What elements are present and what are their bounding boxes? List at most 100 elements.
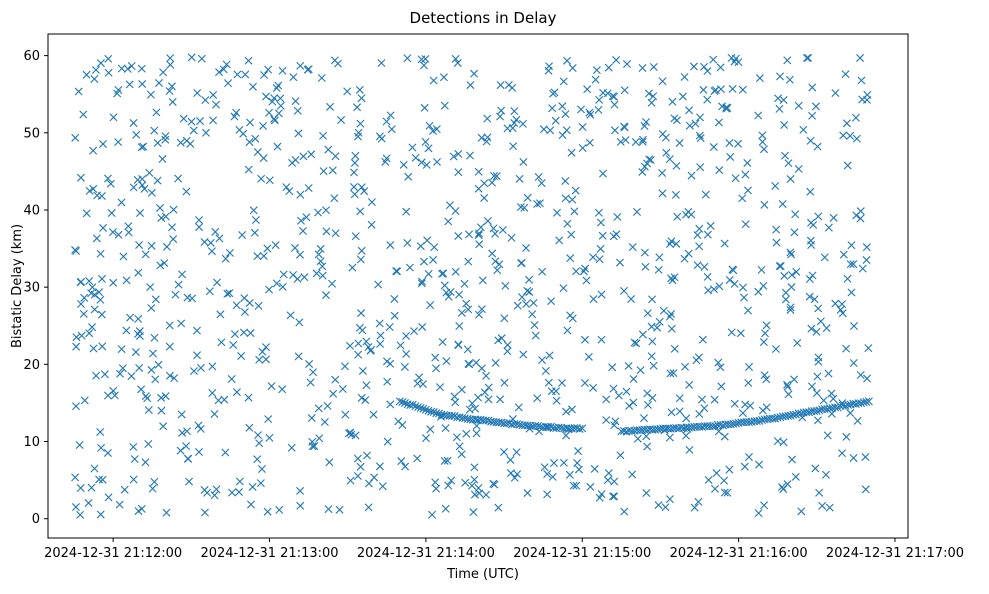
clutter-point — [743, 158, 752, 167]
clutter-point — [482, 371, 491, 380]
clutter-point — [200, 508, 209, 517]
clutter-point — [258, 347, 267, 356]
clutter-point — [137, 385, 146, 394]
clutter-point — [480, 193, 489, 202]
clutter-point — [762, 321, 771, 330]
clutter-point — [503, 340, 512, 349]
clutter-point — [141, 250, 150, 259]
clutter-point — [158, 155, 167, 164]
clutter-point — [377, 134, 386, 143]
clutter-point — [403, 239, 412, 247]
clutter-point — [146, 283, 155, 292]
clutter-point — [464, 257, 473, 266]
clutter-point — [491, 229, 500, 238]
clutter-point — [669, 369, 678, 378]
clutter-point — [513, 470, 522, 479]
clutter-point — [755, 74, 764, 83]
clutter-point — [217, 338, 226, 347]
track-point — [395, 397, 404, 406]
clutter-point — [819, 396, 828, 405]
clutter-point — [472, 358, 481, 367]
clutter-point — [299, 152, 308, 161]
clutter-point — [377, 59, 386, 68]
clutter-point — [842, 344, 851, 353]
clutter-point — [322, 206, 331, 215]
clutter-point — [314, 250, 323, 259]
clutter-point — [864, 344, 873, 353]
clutter-point — [382, 154, 391, 163]
clutter-point — [572, 481, 581, 490]
track-point — [812, 407, 821, 416]
clutter-point — [462, 299, 471, 308]
clutter-point — [794, 101, 803, 110]
clutter-point — [432, 125, 441, 134]
clutter-point — [582, 276, 591, 285]
clutter-point — [71, 473, 80, 482]
clutter-point — [654, 265, 663, 274]
clutter-point — [620, 286, 628, 295]
clutter-point — [518, 119, 527, 128]
clutter-point — [260, 70, 269, 79]
clutter-point — [715, 282, 724, 291]
clutter-point — [390, 311, 399, 320]
clutter-point — [451, 207, 460, 215]
clutter-point — [610, 126, 619, 135]
clutter-point — [638, 330, 647, 339]
clutter-point — [76, 484, 85, 493]
clutter-point — [194, 421, 203, 430]
clutter-point — [856, 214, 865, 223]
clutter-point — [716, 363, 725, 372]
clutter-point — [221, 448, 230, 457]
clutter-point — [853, 416, 862, 425]
clutter-point — [499, 447, 508, 456]
clutter-point — [246, 500, 255, 509]
clutter-point — [820, 253, 829, 262]
clutter-point — [228, 488, 236, 497]
y-tick-label: 10 — [23, 435, 40, 450]
clutter-point — [223, 289, 232, 298]
clutter-point — [689, 62, 698, 71]
clutter-point — [193, 351, 202, 360]
clutter-point — [852, 134, 861, 143]
clutter-point — [272, 84, 281, 93]
clutter-point — [518, 293, 527, 302]
clutter-point — [843, 161, 852, 170]
clutter-point — [545, 62, 554, 71]
clutter-point — [540, 463, 549, 472]
clutter-point — [124, 228, 133, 237]
clutter-point — [135, 240, 144, 249]
clutter-point — [383, 357, 391, 366]
clutter-point — [628, 243, 637, 252]
clutter-point — [314, 404, 323, 413]
clutter-point — [776, 262, 785, 271]
clutter-point — [849, 260, 858, 269]
clutter-point — [148, 349, 157, 358]
clutter-point — [386, 111, 395, 120]
x-axis-label: Time (UTC) — [446, 567, 519, 582]
clutter-point — [523, 489, 532, 498]
clutter-point — [696, 163, 705, 172]
clutter-point — [781, 151, 790, 160]
clutter-point — [135, 363, 144, 372]
clutter-point — [331, 229, 340, 238]
clutter-point — [410, 327, 419, 336]
clutter-point — [428, 126, 437, 135]
track-point — [421, 405, 430, 414]
clutter-point — [124, 222, 133, 231]
track-point — [797, 409, 806, 418]
clutter-point — [201, 96, 210, 105]
clutter-point — [227, 375, 236, 383]
clutter-point — [367, 220, 376, 229]
clutter-point — [474, 184, 483, 193]
clutter-point — [546, 126, 555, 135]
clutter-point — [176, 446, 185, 455]
clutter-point — [783, 382, 792, 391]
clutter-point — [457, 385, 466, 394]
clutter-point — [439, 269, 448, 278]
clutter-point — [716, 63, 725, 72]
clutter-point — [842, 119, 851, 128]
track-point — [411, 402, 420, 411]
clutter-point — [353, 454, 362, 463]
clutter-point — [210, 409, 219, 418]
clutter-point — [103, 448, 112, 457]
